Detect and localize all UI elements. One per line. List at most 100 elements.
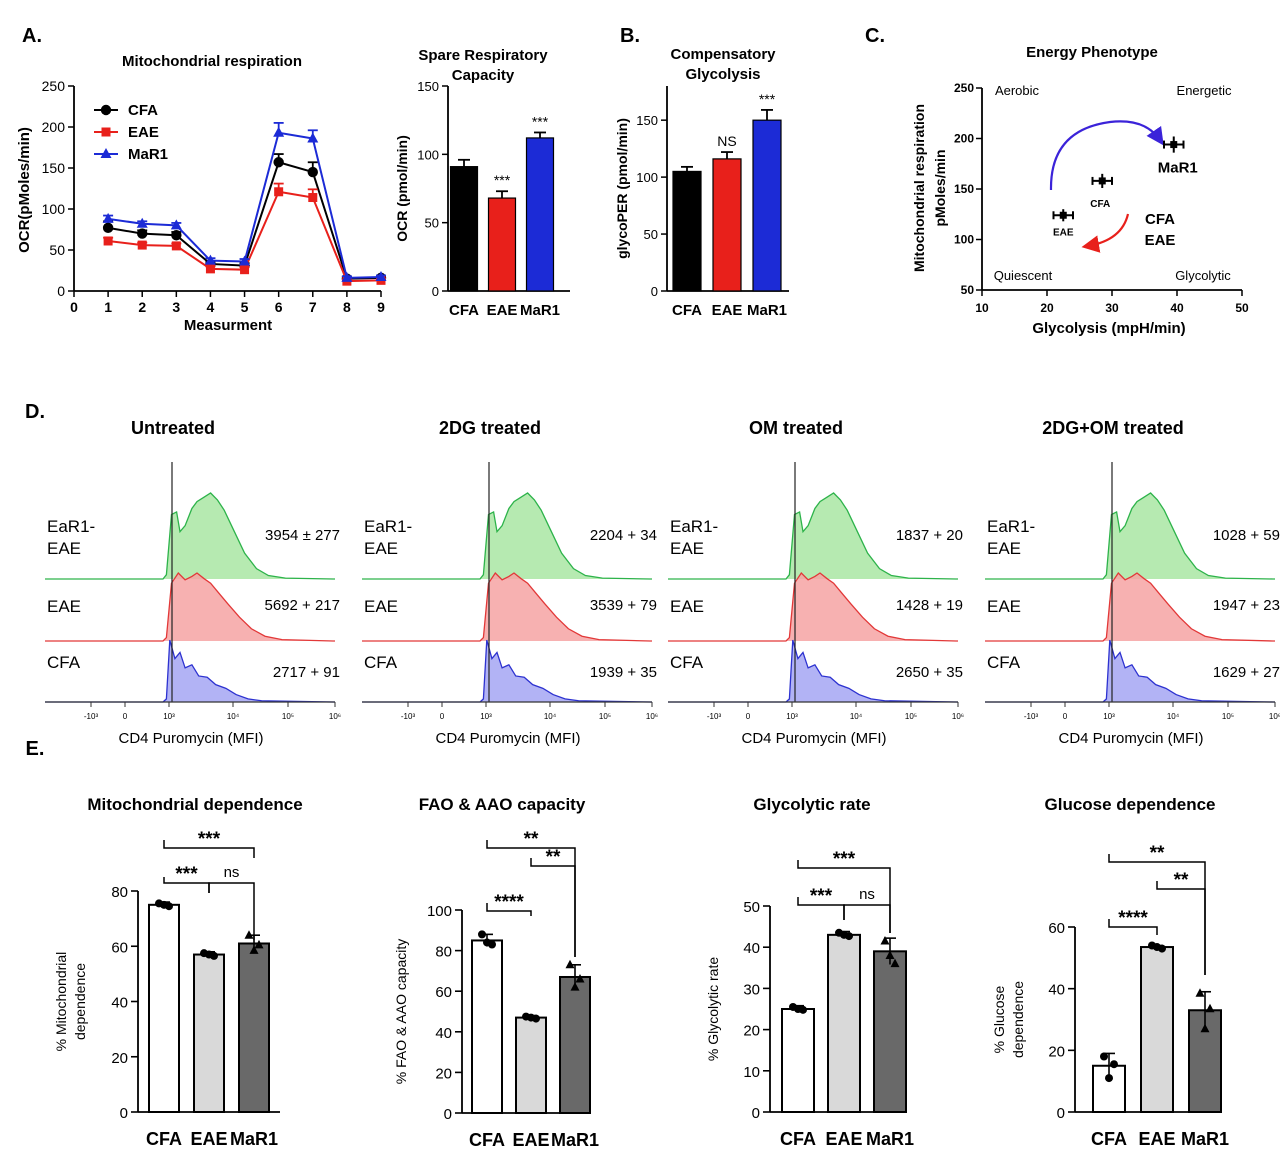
mfi-value: 1837 + 20 [896, 527, 963, 544]
chart-title: Capacity [452, 67, 515, 84]
x-tick-label: MaR1 [1181, 1129, 1229, 1149]
significance-bracket [1108, 919, 1158, 935]
data-point [240, 265, 250, 275]
data-point [341, 271, 353, 282]
data-point [1110, 1060, 1118, 1069]
y-tick-label: 20 [111, 1050, 128, 1067]
x-axis-label: Measurment [184, 317, 272, 334]
data-point [244, 930, 254, 939]
row-label: EAE [364, 597, 398, 616]
significance-bracket [1108, 854, 1206, 975]
quadrant-label: Energetic [1177, 83, 1232, 98]
data-point [1100, 1052, 1108, 1061]
row-label: EaR1- [47, 517, 95, 536]
histogram-red [668, 571, 958, 642]
chart-E1: Mitochondrial dependence 0 20 40 60 80 % Mitoc… [53, 795, 303, 1149]
y-tick-label: 200 [954, 132, 974, 146]
quadrant-label: Glycolytic [1175, 268, 1231, 283]
data-point [307, 132, 319, 143]
y-tick-label: 250 [954, 81, 974, 95]
mfi-value: 1947 + 23 [1213, 597, 1280, 614]
y-tick-label: 0 [444, 1106, 452, 1123]
x-tick-label: EAE [512, 1130, 549, 1150]
chart-E2: FAO & AAO capacity 0 20 40 60 80 100 % FAO & AA… [393, 795, 599, 1150]
legend: CFA EAE MaR1 [94, 102, 168, 163]
histogram-panel-2: OM treated EaR1- EAE 1837 + 20 EAE 1428 + 19 C… [668, 418, 964, 747]
bar [712, 158, 742, 292]
y-axis-label: Mitochondrial respiration [911, 104, 927, 272]
y-tick-label: 0 [651, 284, 658, 299]
significance-bracket [208, 882, 255, 940]
histogram-blue [45, 639, 335, 703]
y-tick-label: 100 [427, 903, 452, 920]
chart-title: Mitochondrial respiration [122, 53, 302, 70]
data-point [1200, 1023, 1210, 1033]
data-point [137, 228, 148, 239]
significance-label: ** [1150, 843, 1165, 864]
significance-label: *** [175, 864, 198, 885]
quadrant-label: Quiescent [994, 268, 1053, 283]
histogram-panel-0: Untreated EaR1- EAE 3954 ± 277 EAE 5692 + 217… [45, 418, 341, 747]
y-tick-label: 100 [417, 147, 439, 162]
data-point [307, 166, 318, 178]
significance-label: ** [1174, 870, 1189, 891]
x-tick-label: CFA [146, 1129, 182, 1149]
x-axis-label: CD4 Puromycin (MFI) [435, 730, 580, 747]
y-tick-label: 150 [42, 160, 66, 176]
bar [672, 170, 702, 292]
y-tick-label: 50 [425, 216, 439, 231]
y-tick-label: 40 [435, 1025, 452, 1042]
row-label: EaR1- [670, 517, 718, 536]
chart-E4: Glucose dependence 0 20 40 60 % Glucose depend… [991, 795, 1229, 1149]
x-tick-label: 50 [1235, 301, 1249, 315]
data-point [1158, 944, 1166, 953]
significance-bracket [530, 858, 576, 957]
y-tick-label: 150 [636, 113, 658, 128]
x-tick-label: 10³ [480, 712, 492, 721]
chart-title: Spare Respiratory [418, 47, 548, 64]
x-tick-label: -10³ [84, 712, 99, 721]
x-tick-label: 7 [309, 299, 317, 315]
row-label: EAE [670, 597, 704, 616]
mfi-value: 5692 + 217 [265, 597, 341, 614]
mfi-value: 1428 + 19 [896, 597, 963, 614]
data-point [1205, 1003, 1215, 1013]
histogram-panel-3: 2DG+OM treated EaR1- EAE 1028 + 59 EAE 1947 +… [985, 418, 1280, 747]
x-axis-label: Glycolysis (mpH/min) [1032, 320, 1185, 337]
chart-B: Compensatory Glycolysis 0 50 100 150 glycoPER … [614, 46, 789, 319]
y-axis-label: glycoPER (pmol/min) [614, 118, 630, 259]
data-point [102, 212, 114, 223]
chart-energy-phenotype: Energy Phenotype 50 100 150 200 250 10 20 30 40 50… [911, 44, 1249, 337]
chart-title: Mitochondrial dependence [87, 795, 302, 814]
data-point [254, 939, 264, 949]
mfi-value: 2650 + 35 [896, 664, 963, 681]
row-label: CFA [670, 653, 704, 672]
data-point [575, 974, 585, 983]
significance-bracket [797, 860, 891, 933]
bar [873, 950, 907, 1113]
data-point [102, 222, 114, 234]
mfi-value: 2717 + 91 [273, 664, 340, 681]
significance-bracket [843, 904, 891, 933]
x-tick-label: CFA [780, 1129, 816, 1149]
point-label: MaR1 [1158, 160, 1198, 177]
significance-bracket [486, 903, 532, 916]
bar [1140, 946, 1174, 1114]
x-tick-label: 30 [1105, 301, 1119, 315]
x-tick-label: MaR1 [866, 1129, 914, 1149]
y-tick-label: 50 [644, 227, 658, 242]
y-tick-label: 100 [954, 233, 974, 247]
data-point [1105, 1074, 1113, 1083]
chart-title: FAO & AAO capacity [419, 795, 586, 814]
row-label: EaR1- [987, 517, 1035, 536]
histogram-red [362, 571, 652, 642]
data-point [375, 271, 387, 282]
x-tick-label: -10³ [707, 712, 722, 721]
x-tick-label: MaR1 [230, 1129, 278, 1149]
significance-label: ** [524, 829, 539, 850]
y-tick-label: 0 [57, 283, 65, 299]
x-tick-label: 10⁵ [905, 712, 917, 721]
y-tick-label: 200 [42, 119, 66, 135]
y-tick-label: 50 [49, 242, 65, 258]
